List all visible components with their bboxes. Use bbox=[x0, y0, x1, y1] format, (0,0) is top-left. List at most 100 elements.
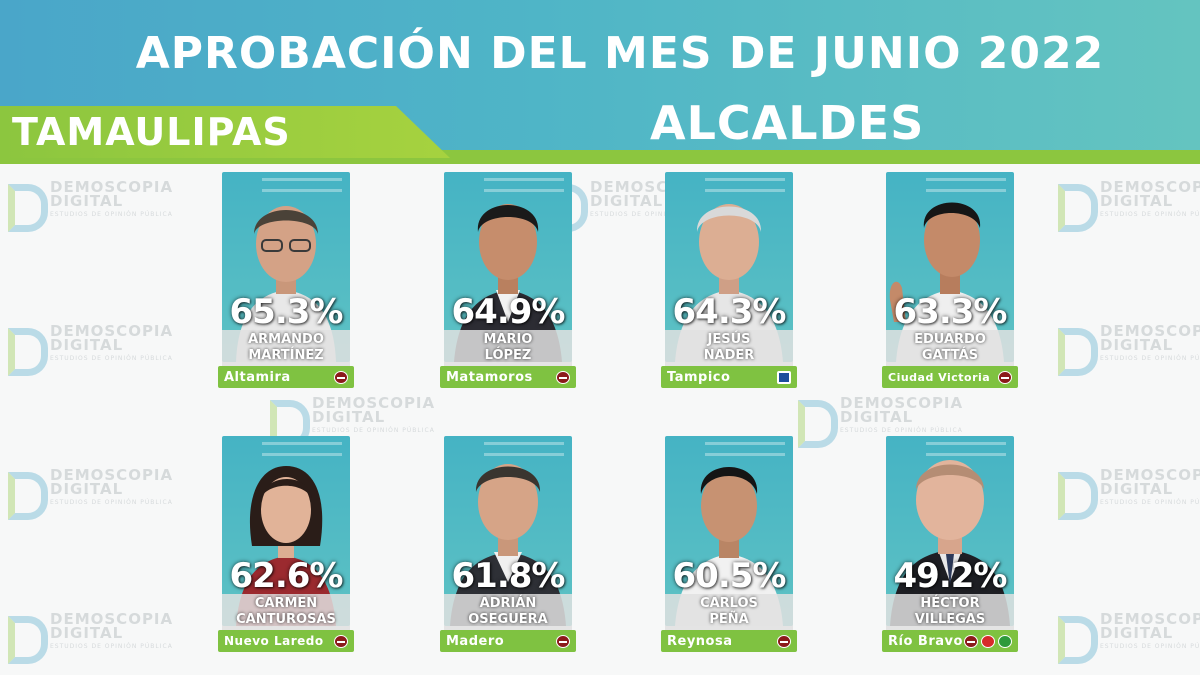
mayor-name: EDUARDO GATTÁS bbox=[886, 332, 1014, 364]
watermark-line2: DIGITAL bbox=[50, 624, 124, 642]
demoscopia-icon bbox=[1050, 612, 1098, 664]
city-name: Matamoros bbox=[446, 369, 533, 385]
watermark-line2: DIGITAL bbox=[50, 480, 124, 498]
name-box bbox=[444, 594, 572, 632]
watermark-line3: ESTUDIOS DE OPINIÓN PÚBLICA bbox=[1100, 211, 1200, 218]
mayor-last-name: GATTÁS bbox=[921, 348, 979, 363]
mayor-first-name: ADRIÁN bbox=[479, 596, 537, 611]
watermark-line3: ESTUDIOS DE OPINIÓN PÚBLICA bbox=[312, 427, 435, 434]
watermark-line1: DEMOSCOPIA bbox=[1100, 322, 1200, 340]
morena-logo-icon bbox=[334, 371, 348, 384]
mayor-name: CARLOS PEÑA bbox=[665, 596, 793, 628]
demoscopia-icon bbox=[0, 324, 48, 376]
city-bar: Nuevo Laredo bbox=[218, 630, 354, 652]
watermark-line2: DIGITAL bbox=[840, 408, 914, 426]
watermark-line3: ESTUDIOS DE OPINIÓN PÚBLICA bbox=[1100, 355, 1200, 362]
mayor-last-name: MARTÍNEZ bbox=[248, 348, 324, 363]
demoscopia-icon bbox=[790, 396, 838, 448]
mayor-name: HÉCTOR VILLEGAS bbox=[886, 596, 1014, 628]
morena-logo-icon bbox=[556, 635, 570, 648]
watermark-line2: DIGITAL bbox=[1100, 336, 1174, 354]
city-name: Tampico bbox=[667, 369, 731, 385]
name-box bbox=[886, 330, 1014, 368]
mayor-card: 60.5% CARLOS PEÑA Reynosa bbox=[661, 436, 797, 652]
name-box bbox=[222, 330, 350, 368]
mayor-card: 62.6% CARMEN CANTUROSAS Nuevo Laredo bbox=[218, 436, 354, 652]
demoscopia-icon bbox=[1050, 180, 1098, 232]
approval-percent: 64.9% bbox=[451, 292, 566, 332]
demoscopia-icon bbox=[262, 396, 310, 448]
city-bar: Tampico bbox=[661, 366, 797, 388]
mayor-last-name: NADER bbox=[703, 348, 755, 363]
approval-percent: 65.3% bbox=[229, 292, 344, 332]
demoscopia-icon bbox=[1050, 324, 1098, 376]
watermark-line3: ESTUDIOS DE OPINIÓN PÚBLICA bbox=[50, 211, 173, 218]
city-bar: Matamoros bbox=[440, 366, 576, 388]
city-name: Reynosa bbox=[667, 633, 733, 649]
approval-percent: 64.3% bbox=[672, 292, 787, 332]
mayor-first-name: HÉCTOR bbox=[920, 596, 980, 611]
mayor-last-name: VILLEGAS bbox=[914, 612, 986, 627]
pt-logo-icon bbox=[981, 635, 995, 648]
watermark-line1: DEMOSCOPIA bbox=[50, 610, 174, 628]
morena-logo-icon bbox=[334, 635, 348, 648]
watermark-line2: DIGITAL bbox=[50, 336, 124, 354]
watermark-line3: ESTUDIOS DE OPINIÓN PÚBLICA bbox=[590, 211, 713, 218]
mayor-card: 64.3% JESÚS NADER Tampico bbox=[661, 172, 797, 388]
mayor-last-name: LÓPEZ bbox=[484, 348, 532, 363]
approval-percent: 63.3% bbox=[893, 292, 1008, 332]
mayor-name: ADRIÁN OSEGUERA bbox=[444, 596, 572, 628]
mayor-name: CARMEN CANTUROSAS bbox=[222, 596, 350, 628]
photo-watermark bbox=[705, 442, 785, 456]
morena-logo-icon bbox=[777, 635, 791, 648]
photo-watermark bbox=[262, 178, 342, 192]
city-bar: Reynosa bbox=[661, 630, 797, 652]
watermark-line1: DEMOSCOPIA bbox=[50, 466, 174, 484]
watermark-line3: ESTUDIOS DE OPINIÓN PÚBLICA bbox=[50, 355, 173, 362]
watermark-line1: DEMOSCOPIA bbox=[50, 322, 174, 340]
mayor-last-name: OSEGUERA bbox=[468, 612, 548, 627]
mayor-name: JESÚS NADER bbox=[665, 332, 793, 364]
mayor-first-name: EDUARDO bbox=[914, 332, 986, 347]
watermark-line1: DEMOSCOPIA bbox=[1100, 178, 1200, 196]
morena-logo-icon bbox=[964, 635, 978, 648]
mayor-card: 61.8% ADRIÁN OSEGUERA Madero bbox=[440, 436, 576, 652]
name-box bbox=[222, 594, 350, 632]
photo-watermark bbox=[926, 178, 1006, 192]
mayor-card: 64.9% MARIO LÓPEZ Matamoros bbox=[440, 172, 576, 388]
watermark-line3: ESTUDIOS DE OPINIÓN PÚBLICA bbox=[840, 427, 963, 434]
approval-percent: 62.6% bbox=[229, 556, 344, 596]
watermark-line1: DEMOSCOPIA bbox=[50, 178, 174, 196]
watermark-line1: DEMOSCOPIA bbox=[840, 394, 964, 412]
mayor-card: 65.3% ARMANDO MARTÍNEZ Altamira bbox=[218, 172, 354, 388]
city-bar: Ciudad Victoria bbox=[882, 366, 1018, 388]
mayor-name: MARIO LÓPEZ bbox=[444, 332, 572, 364]
city-name: Nuevo Laredo bbox=[224, 634, 324, 648]
watermark-line2: DIGITAL bbox=[590, 192, 664, 210]
city-name: Madero bbox=[446, 633, 505, 649]
watermark-line3: ESTUDIOS DE OPINIÓN PÚBLICA bbox=[1100, 499, 1200, 506]
demoscopia-icon bbox=[0, 612, 48, 664]
name-box bbox=[886, 594, 1014, 632]
watermark-line3: ESTUDIOS DE OPINIÓN PÚBLICA bbox=[1100, 643, 1200, 650]
city-name: Altamira bbox=[224, 369, 291, 385]
photo-watermark bbox=[484, 178, 564, 192]
demoscopia-icon bbox=[0, 180, 48, 232]
demoscopia-icon bbox=[1050, 468, 1098, 520]
state-tab bbox=[0, 106, 450, 158]
approval-percent: 61.8% bbox=[451, 556, 566, 596]
mayor-first-name: JESÚS bbox=[707, 332, 751, 347]
morena-logo-icon bbox=[556, 371, 570, 384]
watermark-line1: DEMOSCOPIA bbox=[1100, 610, 1200, 628]
mayor-card: 63.3% EDUARDO GATTÁS Ciudad Victoria bbox=[882, 172, 1018, 388]
morena-logo-icon bbox=[998, 371, 1012, 384]
